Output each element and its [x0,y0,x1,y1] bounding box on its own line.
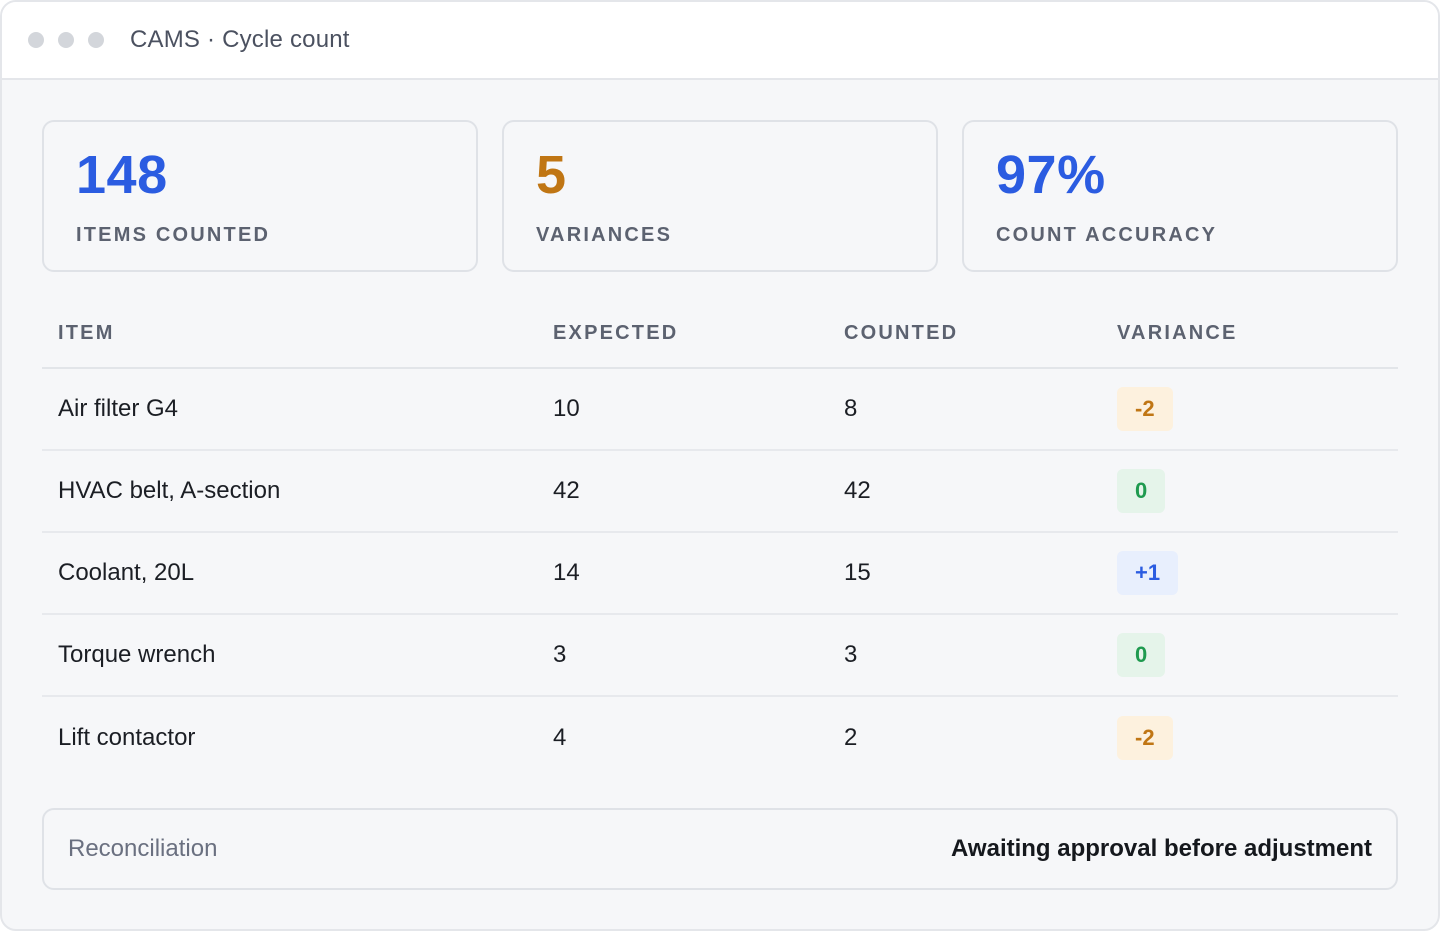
stat-label: VARIANCES [536,224,673,246]
cycle-count-table: ITEM EXPECTED COUNTED VARIANCE Air filte… [42,300,1398,778]
variance-badge: +1 [1117,551,1179,595]
stat-cards: 148 ITEMS COUNTED 5 VARIANCES 97% COUNT … [42,120,1398,272]
reconciliation-label: Reconciliation [68,835,218,862]
column-header-counted[interactable]: COUNTED [844,300,1117,369]
column-header-expected[interactable]: EXPECTED [553,300,844,369]
stat-label: COUNT ACCURACY [996,224,1218,246]
cell-variance: 0 [1117,450,1398,533]
main-content: 148 ITEMS COUNTED 5 VARIANCES 97% COUNT … [2,80,1438,890]
table-row[interactable]: Torque wrench 3 3 0 [42,614,1398,697]
cell-variance: 0 [1117,614,1398,697]
window-maximize-dot[interactable] [88,32,104,48]
variance-badge: 0 [1117,633,1166,677]
cell-expected: 14 [553,532,844,615]
cell-expected: 3 [553,614,844,697]
cell-counted: 15 [844,532,1117,615]
reconciliation-status: Awaiting approval before adjustment [951,835,1372,862]
cell-variance: +1 [1117,532,1398,615]
reconciliation-panel: Reconciliation Awaiting approval before … [42,808,1398,890]
window-minimize-dot[interactable] [58,32,74,48]
variance-badge: -2 [1117,387,1173,431]
cell-item: Lift contactor [58,723,196,751]
stat-value: 148 [76,145,168,205]
title-bar: CAMS · Cycle count [2,2,1438,80]
stat-value: 97% [996,145,1106,205]
table-row[interactable]: Lift contactor 4 2 -2 [42,696,1398,778]
cell-item: Coolant, 20L [42,532,553,615]
table-header-row: ITEM EXPECTED COUNTED VARIANCE [42,300,1398,369]
variance-badge: 0 [1117,469,1166,513]
cell-variance: -2 [1117,368,1398,451]
cell-expected: 4 [553,723,567,751]
cell-expected: 10 [553,368,844,451]
cell-expected: 42 [553,450,844,533]
cell-counted: 8 [844,368,1117,451]
stat-card-items-counted: 148 ITEMS COUNTED [42,120,478,272]
cell-item: HVAC belt, A-section [42,450,553,533]
cell-counted: 3 [844,614,1117,697]
column-header-item[interactable]: ITEM [42,300,553,369]
cell-variance: -2 [1117,696,1398,778]
cell-item: Torque wrench [42,614,553,697]
table-row[interactable]: HVAC belt, A-section 42 42 0 [42,450,1398,533]
stat-value: 5 [536,145,567,205]
window-close-dot[interactable] [28,32,44,48]
variance-badge: -2 [1117,715,1173,760]
cell-counted: 42 [844,450,1117,533]
stat-card-variances: 5 VARIANCES [502,120,938,272]
cell-counted: 2 [844,723,858,751]
table-row[interactable]: Air filter G4 10 8 -2 [42,368,1398,451]
cell-item: Air filter G4 [42,368,553,451]
window-title: CAMS · Cycle count [130,26,350,53]
stat-label: ITEMS COUNTED [76,224,271,246]
stat-card-count-accuracy: 97% COUNT ACCURACY [962,120,1398,272]
column-header-variance[interactable]: VARIANCE [1117,300,1398,369]
table-row[interactable]: Coolant, 20L 14 15 +1 [42,532,1398,615]
